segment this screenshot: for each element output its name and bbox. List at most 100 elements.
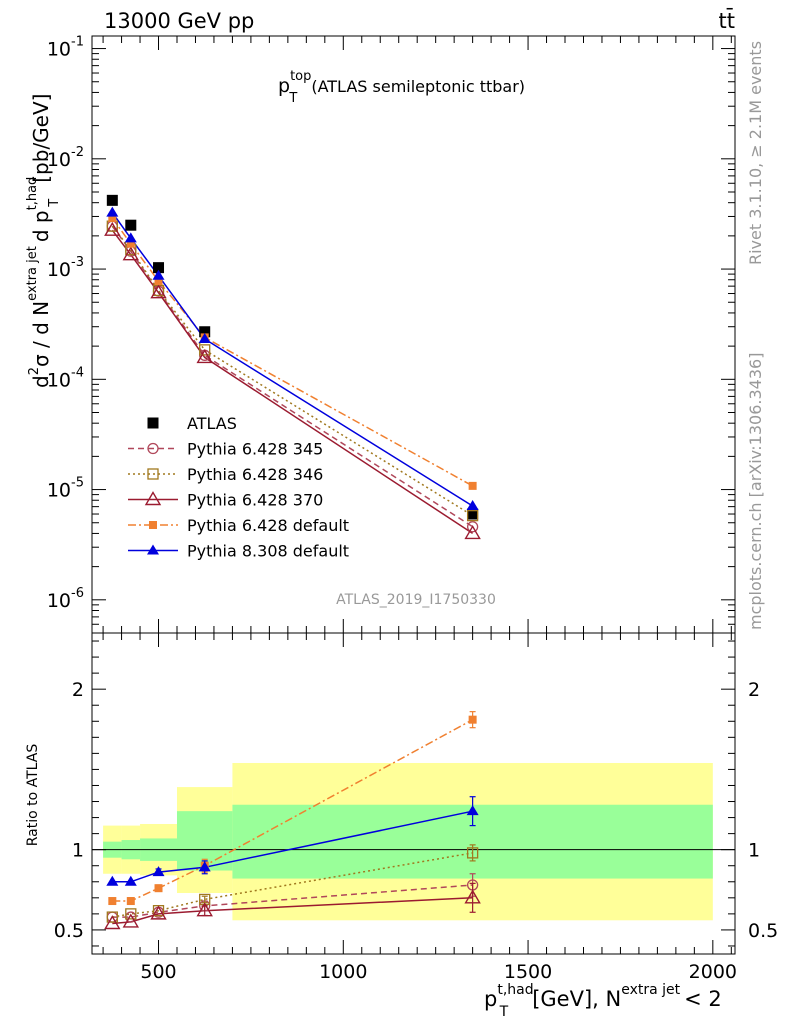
legend-marker xyxy=(147,442,159,455)
data-point-5-4 xyxy=(466,499,479,510)
ratio-point-3-0 xyxy=(108,897,117,906)
xlabel-c: < 2 xyxy=(684,987,722,1011)
ratio-point-4-3 xyxy=(198,861,211,872)
y-tick-label-base: 10 xyxy=(47,259,71,281)
main-plot-ticks xyxy=(92,36,735,634)
x-tick-label: 500 xyxy=(140,961,176,983)
y-tick-label: 10-5 xyxy=(47,476,84,502)
y-tick-label-base: 10 xyxy=(47,590,71,612)
legend-marker xyxy=(144,491,162,506)
data-point-2-3 xyxy=(199,344,211,356)
data-point-0-1 xyxy=(125,219,137,231)
ratio-y-tick-label-right: 2 xyxy=(748,679,760,701)
legend-entry-4: Pythia 6.428 default xyxy=(128,516,349,535)
y-tick-label-exp: -1 xyxy=(71,35,84,50)
data-point-2-4 xyxy=(466,509,479,522)
y-tick-label-base: 10 xyxy=(47,369,71,391)
legend-entry-0: ATLAS xyxy=(147,414,237,433)
series-line-5 xyxy=(111,212,473,507)
ratio-point-1-0 xyxy=(106,911,118,923)
ratio-point-4-4 xyxy=(466,805,479,816)
y-tick-label: 10-2 xyxy=(47,145,84,171)
main-ylabel-sub3: T xyxy=(47,199,62,208)
legend-marker xyxy=(147,417,159,429)
legend-label: Pythia 6.428 default xyxy=(187,516,349,535)
ratio-point-3-4 xyxy=(468,715,477,724)
main-plot-lines xyxy=(111,212,474,535)
ratio-y-tick-label: 0.5 xyxy=(54,920,84,942)
xlabel-sup1: t,had xyxy=(497,982,533,998)
ratio-plot-frame xyxy=(91,632,736,955)
ratio-uncertainty-bands xyxy=(103,763,713,921)
ratio-point-2-0 xyxy=(104,915,121,930)
xlabel-sup2: extra jet xyxy=(621,982,680,998)
main-plot-markers xyxy=(104,194,481,540)
data-point-0-0 xyxy=(106,194,118,206)
y-tick-label-exp: -5 xyxy=(71,476,84,491)
data-point-0-3 xyxy=(199,326,211,338)
main-ylabel-d: [pb/GeV] xyxy=(29,94,53,183)
legend-marker xyxy=(147,544,159,555)
x-tick-label: 1000 xyxy=(319,961,367,983)
ratio-plot-panel: 0.5 0.5 1 1 2 2 500 1000 1500 2000 Ratio to ATLA… xyxy=(25,632,778,1020)
ratio-ylabel: Ratio to ATLAS xyxy=(25,744,41,847)
main-ylabel-sup1: 2 xyxy=(27,367,42,375)
plot-title-suffix: (ATLAS semileptonic ttbar) xyxy=(311,77,525,96)
data-point-4-0 xyxy=(108,214,117,223)
data-point-5-2 xyxy=(152,269,165,280)
y-tick-label-exp: -2 xyxy=(71,145,84,160)
xlabel: pt,had T [GeV], Nextra jet < 2 xyxy=(484,982,722,1020)
plot-title: ptop T (ATLAS semileptonic ttbar) xyxy=(278,69,525,106)
ratio-point-4-0 xyxy=(106,875,119,886)
y-tick-label: 10-3 xyxy=(47,255,84,281)
plot-title-main: p xyxy=(278,75,290,97)
main-plot-ytick-labels: 10-610-510-410-310-210-1 xyxy=(47,35,84,612)
data-point-3-3 xyxy=(196,349,213,364)
ratio-y-tick-label-right: 1 xyxy=(748,840,760,862)
legend-marker xyxy=(149,521,157,529)
data-point-4-4 xyxy=(468,481,477,490)
x-tick-label: 2000 xyxy=(689,961,737,983)
y-tick-label: 10-6 xyxy=(47,586,84,612)
y-tick-label-exp: -6 xyxy=(71,586,84,601)
legend-label: Pythia 6.428 346 xyxy=(187,465,323,484)
y-tick-label: 10-1 xyxy=(47,35,84,61)
ratio-point-2-4 xyxy=(464,889,481,904)
data-point-3-4 xyxy=(464,525,481,540)
ratio-point-2-2 xyxy=(150,905,167,920)
legend-label: ATLAS xyxy=(187,414,237,433)
side-label-bottom: mcplots.cern.ch [arXiv:1306.3436] xyxy=(746,353,765,630)
y-tick-label-exp: -4 xyxy=(71,365,84,380)
main-plot-panel: 10-610-510-410-310-210-1 ptop T(ATLAS sem… xyxy=(25,35,736,634)
ratio-line-2 xyxy=(112,897,473,925)
ratio-point-4-1 xyxy=(124,875,137,886)
main-ylabel-c: d p xyxy=(29,210,53,242)
data-point-3-0 xyxy=(104,221,121,236)
side-label-top: Rivet 3.1.10, ≥ 2.1M events xyxy=(746,41,765,265)
y-tick-label-base: 10 xyxy=(47,480,71,502)
legend-label: Pythia 6.428 345 xyxy=(187,440,323,459)
ratio-line-1 xyxy=(112,852,473,918)
ratio-y-tick-label: 1 xyxy=(72,840,84,862)
data-point-0-4 xyxy=(467,508,479,520)
main-ylabel: d2σ / d Nextra jet d pt,had T [pb/GeV] xyxy=(25,94,62,388)
main-ylabel-sup3: t,had xyxy=(25,177,40,211)
ratio-point-3-2 xyxy=(154,884,163,893)
data-point-3-2 xyxy=(150,284,167,299)
data-point-4-1 xyxy=(126,239,135,248)
legend-entry-5: Pythia 8.308 default xyxy=(128,542,349,561)
ratio-point-3-1 xyxy=(126,897,135,906)
data-point-5-0 xyxy=(106,206,119,217)
xlabel-a: p xyxy=(484,987,497,1011)
data-point-3-1 xyxy=(122,246,140,261)
ratio-plot-markers xyxy=(104,711,481,930)
ratio-point-2-1 xyxy=(122,913,140,928)
legend: ATLAS Pythia 6.428 345 Pythia 6.428 346 Pyt… xyxy=(128,414,349,561)
y-tick-label-exp: -3 xyxy=(71,255,84,270)
ratio-point-1-1 xyxy=(125,908,137,920)
series-line-4 xyxy=(111,217,473,487)
data-point-0-2 xyxy=(153,262,165,274)
xlabel-sub1: T xyxy=(499,1004,509,1020)
ratio-plot-xtick-labels: 500 1000 1500 2000 xyxy=(140,961,737,983)
